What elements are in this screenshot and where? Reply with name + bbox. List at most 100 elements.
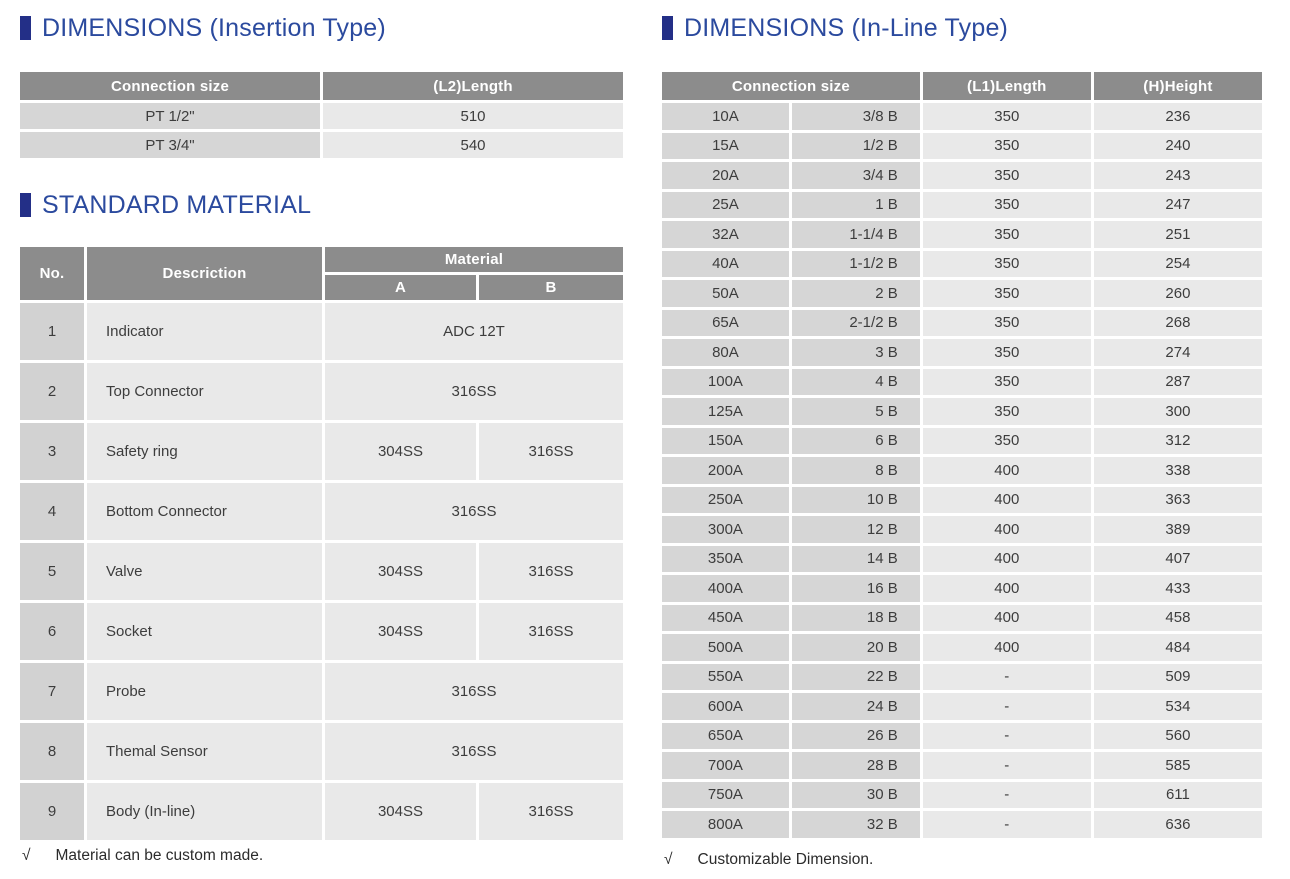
table-cell: 1 B: [791, 191, 920, 218]
table-cell: 2-1/2 B: [791, 309, 920, 336]
table-row: 400A 16 B 400 433: [662, 575, 1262, 602]
table-cell: 200A: [662, 457, 789, 484]
table-cell: 24 B: [791, 693, 920, 720]
section-heading: DIMENSIONS (In-Line Type): [684, 13, 1009, 42]
table-row: 3 Safety ring 304SS 316SS: [20, 423, 624, 480]
table-cell: PT 1/2": [20, 103, 320, 129]
table-row: 650A 26 B -560: [662, 722, 1262, 749]
table-cell: 350: [922, 280, 1091, 307]
table-cell: 316SS: [479, 423, 624, 480]
table-cell: 250A: [662, 486, 789, 513]
title-bullet-icon: [20, 193, 31, 217]
inline-table-body: 10A 3/8 B 350 236 15A 1/2 B 350 240 20A 3/4 B 350 2…: [662, 103, 1262, 838]
table-cell: 32A: [662, 221, 789, 248]
table-cell: 316SS: [325, 723, 624, 780]
table-row: 9 Body (In-line) 304SS 316SS: [20, 783, 624, 840]
table-cell: 389: [1093, 516, 1262, 543]
table-row: 6 Socket 304SS 316SS: [20, 603, 624, 660]
table-cell: 304SS: [325, 543, 476, 600]
table-cell: 100A: [662, 368, 789, 395]
material-table-body: 1 Indicator ADC 12T 2 Top Connector 316SS 3 Saf…: [20, 303, 624, 840]
table-cell: 20 B: [791, 634, 920, 661]
table-cell: 4 B: [791, 368, 920, 395]
table-row: PT 3/4" 540: [20, 132, 623, 158]
table-cell: Safety ring: [87, 423, 322, 480]
insertion-dimensions-table: Connection size (L2)Length PT 1/2" 510 PT …: [17, 69, 626, 161]
table-cell: 2 B: [791, 280, 920, 307]
table-cell: 509: [1093, 663, 1262, 690]
inline-footnote: √ Customizable Dimension.: [664, 851, 873, 869]
table-cell: Valve: [87, 543, 322, 600]
table-cell: 2: [20, 363, 84, 420]
table-cell: 458: [1093, 604, 1262, 631]
table-cell: -: [922, 811, 1091, 838]
table-cell: 10A: [662, 103, 789, 130]
table-cell: 316SS: [325, 363, 624, 420]
column-header-description: Descriction: [87, 247, 322, 300]
table-row: 50A 2 B 350 260: [662, 280, 1262, 307]
table-cell: 8 B: [791, 457, 920, 484]
table-cell: 350: [922, 103, 1091, 130]
standard-material-table: No. Descriction Material A B 1 Indicator A…: [17, 244, 626, 843]
table-cell: 350: [922, 427, 1091, 454]
table-row: 750A 30 B -611: [662, 781, 1262, 808]
table-cell: 312: [1093, 427, 1262, 454]
table-cell: 363: [1093, 486, 1262, 513]
table-cell: 400: [922, 575, 1091, 602]
footnote-text: Material can be custom made.: [55, 847, 264, 864]
table-row: 600A 24 B -534: [662, 693, 1262, 720]
table-cell: 560: [1093, 722, 1262, 749]
table-cell: 400A: [662, 575, 789, 602]
table-row: 1 Indicator ADC 12T: [20, 303, 624, 360]
column-header-h-height: (H)Height: [1093, 72, 1262, 100]
table-header-row: Connection size (L1)Length (H)Height: [662, 72, 1262, 100]
table-row: 150A 6 B 350 312: [662, 427, 1262, 454]
table-cell: 80A: [662, 339, 789, 366]
section-heading: STANDARD MATERIAL: [42, 190, 312, 219]
table-row: 20A 3/4 B 350 243: [662, 162, 1262, 189]
table-cell: 18 B: [791, 604, 920, 631]
table-row: PT 1/2" 510: [20, 103, 623, 129]
table-cell: 350A: [662, 545, 789, 572]
table-cell: 350: [922, 132, 1091, 159]
table-cell: 6: [20, 603, 84, 660]
table-cell: 240: [1093, 132, 1262, 159]
table-row: 8 Themal Sensor 316SS: [20, 723, 624, 780]
table-cell: 350: [922, 250, 1091, 277]
table-cell: 260: [1093, 280, 1262, 307]
table-row: 32A 1-1/4 B 350 251: [662, 221, 1262, 248]
table-row: 700A 28 B -585: [662, 752, 1262, 779]
table-cell: 407: [1093, 545, 1262, 572]
table-cell: 550A: [662, 663, 789, 690]
column-header-material-b: B: [479, 275, 624, 300]
table-cell: -: [922, 752, 1091, 779]
table-cell: ADC 12T: [325, 303, 624, 360]
table-cell: 236: [1093, 103, 1262, 130]
table-cell: 750A: [662, 781, 789, 808]
table-cell: 316SS: [479, 603, 624, 660]
table-cell: 611: [1093, 781, 1262, 808]
table-cell: 150A: [662, 427, 789, 454]
material-footnote: √ Material can be custom made.: [22, 847, 263, 865]
table-cell: 400: [922, 634, 1091, 661]
table-cell: 316SS: [479, 783, 624, 840]
table-row: 800A 32 B -636: [662, 811, 1262, 838]
table-cell: 585: [1093, 752, 1262, 779]
table-cell: Themal Sensor: [87, 723, 322, 780]
table-cell: 14 B: [791, 545, 920, 572]
table-row: 7 Probe 316SS: [20, 663, 624, 720]
inline-section-title: DIMENSIONS (In-Line Type): [662, 13, 1008, 43]
table-cell: -: [922, 781, 1091, 808]
column-header-connection-size: Connection size: [20, 72, 320, 100]
table-cell: 450A: [662, 604, 789, 631]
table-cell: 28 B: [791, 752, 920, 779]
table-cell: 3 B: [791, 339, 920, 366]
table-cell: 510: [323, 103, 623, 129]
table-cell: 350: [922, 162, 1091, 189]
table-cell: 22 B: [791, 663, 920, 690]
table-cell: 30 B: [791, 781, 920, 808]
table-cell: 16 B: [791, 575, 920, 602]
table-cell: PT 3/4": [20, 132, 320, 158]
table-cell: 3/4 B: [791, 162, 920, 189]
table-cell: Indicator: [87, 303, 322, 360]
